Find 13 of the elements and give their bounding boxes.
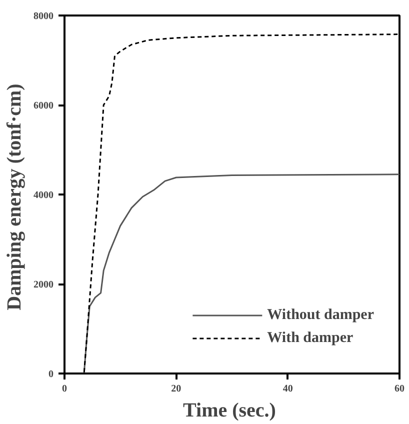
x-tick-label: 40 [282, 384, 293, 394]
legend-label: Without damper [267, 306, 374, 324]
x-tick-label: 20 [171, 384, 182, 394]
x-tick-label: 60 [394, 384, 404, 394]
y-tick-label: 2000 [34, 280, 54, 290]
legend-label: With damper [267, 330, 354, 346]
y-tick-label: 4000 [34, 190, 54, 201]
y-tick-label: 8000 [34, 11, 54, 22]
y-tick-label: 6000 [34, 100, 54, 112]
x-axis-title: Time (sec.) [183, 400, 276, 422]
y-axis-title: Damping energy (tonf·cm) [4, 84, 26, 310]
x-tick-label: 0 [62, 384, 67, 394]
y-tick-label: 0 [48, 369, 54, 380]
